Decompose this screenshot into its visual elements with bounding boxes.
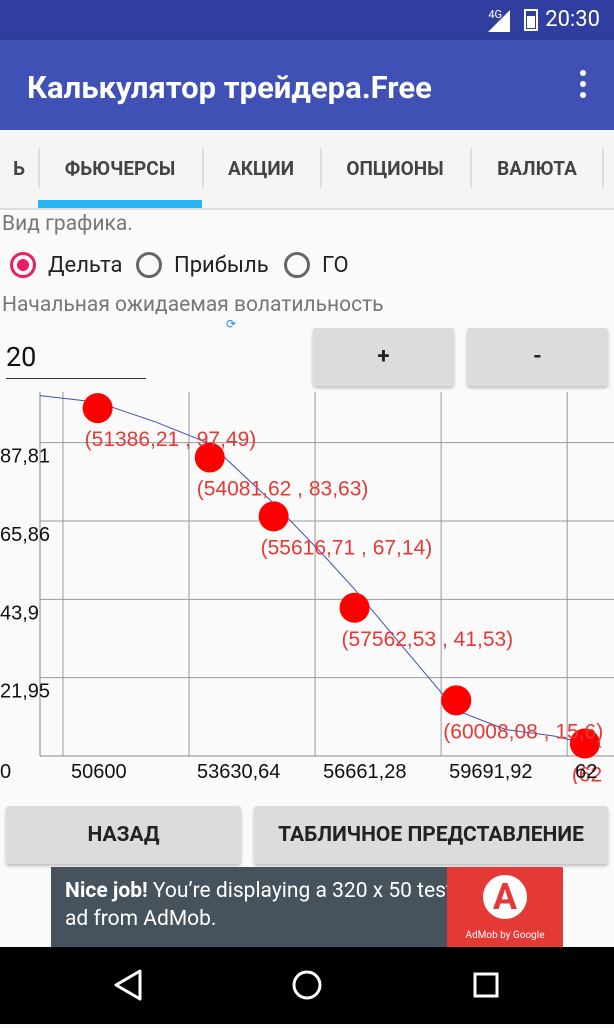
delta-series-line <box>39 395 602 748</box>
admob-logo: A AdMob by Google <box>447 867 563 947</box>
data-point <box>194 442 225 473</box>
refresh-icon: ⟳ <box>226 317 237 331</box>
radio-profit[interactable]: Прибыль <box>136 248 269 282</box>
radio-profit-label: Прибыль <box>174 252 269 278</box>
x-tick-label: 59691,92 <box>449 761 532 783</box>
radio-delta[interactable]: Дельта <box>10 248 123 282</box>
tab-currency[interactable]: ВАЛЮТА <box>470 130 604 208</box>
data-point <box>258 501 289 532</box>
admob-caption: AdMob by Google <box>465 930 545 941</box>
ad-banner[interactable]: Nice job! You’re displaying a 320 x 50 t… <box>51 867 563 947</box>
data-point-label: (51386,21 , 97,49) <box>85 428 257 451</box>
volatility-input[interactable]: 20 <box>6 336 146 379</box>
y-tick-label: 43,9 <box>0 602 39 624</box>
tab-partial[interactable]: Ь <box>13 157 25 180</box>
y-tick-label: 87,81 <box>0 446 50 468</box>
x-tick-label: 62 <box>575 761 597 783</box>
clock: 20:30 <box>545 7 600 32</box>
y-tick-label: 0 <box>0 761 11 783</box>
back-button[interactable]: НАЗАД <box>6 806 241 864</box>
volatility-label: Начальная ожидаемая волатильность <box>2 293 384 317</box>
app-title: Калькулятор трейдера.Free <box>27 69 432 106</box>
radio-margin[interactable]: ГО <box>284 248 349 282</box>
data-point <box>82 393 113 424</box>
volatility-minus-button[interactable]: - <box>467 328 608 386</box>
tab-divider <box>602 148 604 188</box>
data-point-label: (57562,53 , 41,53) <box>342 628 514 651</box>
data-point-label: (62 <box>572 764 602 784</box>
battery-icon <box>524 9 538 31</box>
x-tick-label: 50600 <box>71 761 127 783</box>
radio-checked-icon <box>10 252 36 278</box>
radio-delta-label: Дельта <box>48 252 123 278</box>
x-tick-label: 53630,64 <box>197 761 280 783</box>
table-view-button[interactable]: ТАБЛИЧНОЕ ПРЕДСТАВЛЕНИЕ <box>254 806 608 864</box>
delta-chart: (51386,21 , 97,49) (54081,62 , 83,63) (556… <box>0 392 614 784</box>
ad-body: You’re displaying a 320 x 50 test ad fro… <box>65 879 453 931</box>
ad-text: Nice job! You’re displaying a 320 x 50 t… <box>65 877 475 933</box>
ad-headline: Nice job! <box>65 879 148 903</box>
tab-bar: Ь ФЬЮЧЕРСЫ АКЦИИ ОПЦИОНЫ ВАЛЮТА <box>0 130 614 210</box>
more-vert-icon[interactable] <box>580 70 586 103</box>
data-point <box>339 592 370 623</box>
app-bar: Калькулятор трейдера.Free <box>0 40 614 130</box>
signal-icon <box>488 10 510 32</box>
recents-icon[interactable] <box>473 972 499 998</box>
radio-unchecked-icon <box>284 252 310 278</box>
home-icon[interactable] <box>292 970 322 1000</box>
y-tick-label: 21,95 <box>0 681 50 703</box>
y-tick-label: 65,86 <box>0 524 50 546</box>
tab-futures[interactable]: ФЬЮЧЕРСЫ <box>38 130 202 208</box>
x-tick-label: 56661,28 <box>323 761 406 783</box>
data-point-label: (55616,71 , 67,14) <box>261 536 433 559</box>
back-icon[interactable] <box>114 969 142 1001</box>
admob-logo-icon: A <box>483 875 527 919</box>
navigation-bar <box>0 947 614 1024</box>
radio-unchecked-icon <box>136 252 162 278</box>
tab-stocks[interactable]: АКЦИИ <box>202 130 320 208</box>
radio-margin-label: ГО <box>322 252 349 278</box>
status-bar: 4G 20:30 <box>0 0 614 40</box>
volatility-plus-button[interactable]: + <box>313 328 454 386</box>
tab-options[interactable]: ОПЦИОНЫ <box>320 130 470 208</box>
data-point-label: (54081,62 , 83,63) <box>197 478 369 501</box>
data-point <box>441 685 472 716</box>
chart-type-label: Вид графика. <box>2 212 133 236</box>
data-point-label: (60008,08 , 15,6) <box>443 720 603 743</box>
data-point <box>569 728 600 759</box>
